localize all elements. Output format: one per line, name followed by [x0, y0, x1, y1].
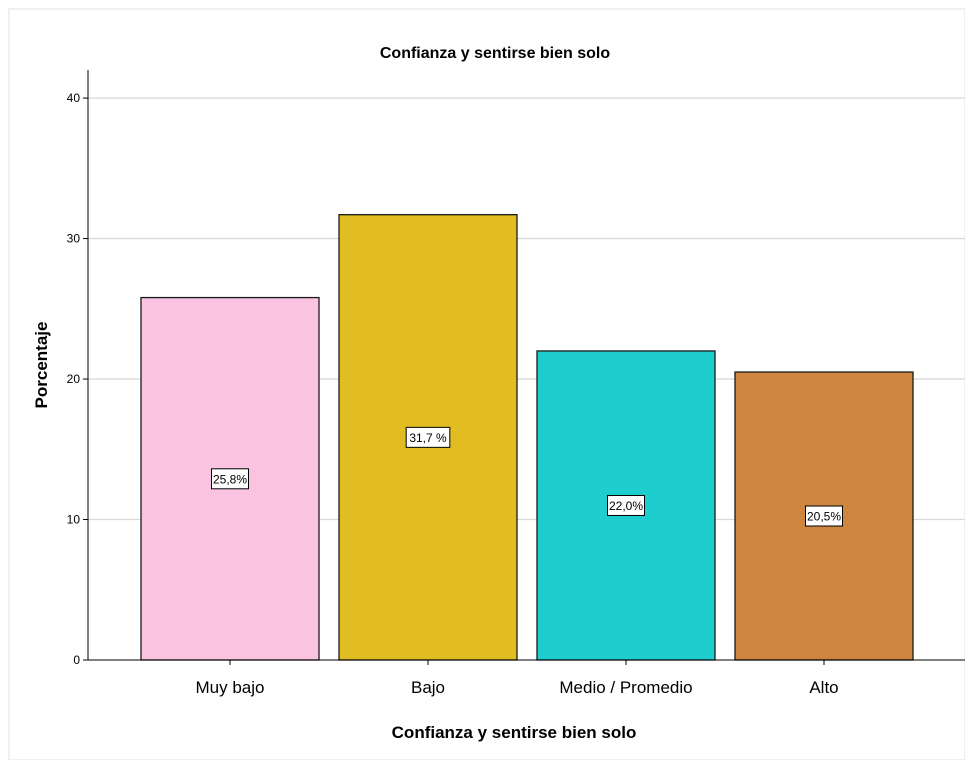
data-label-text: 25,8%: [213, 472, 247, 486]
x-tick-label: Muy bajo: [196, 678, 265, 697]
data-label-box: [805, 505, 843, 527]
y-tick-label: 20: [67, 372, 81, 386]
data-label-box: [211, 468, 249, 490]
y-axis-label: Porcentaje: [32, 322, 51, 409]
x-tick-label: Alto: [809, 678, 838, 697]
y-tick-label: 0: [73, 653, 80, 667]
data-label-text: 22,0%: [609, 499, 643, 513]
x-tick-label: Bajo: [411, 678, 445, 697]
y-tick-label: 30: [67, 232, 81, 246]
data-label-box: [405, 426, 451, 448]
data-label-2: 31,7 %: [405, 426, 451, 448]
chart-title: Confianza y sentirse bien solo: [380, 45, 611, 62]
data-label-text: 20,5%: [807, 510, 841, 524]
data-label-box: [607, 494, 645, 516]
data-label-1: 25,8%: [211, 468, 249, 490]
data-label-4: 20,5%: [805, 505, 843, 527]
y-tick-label: 10: [67, 513, 81, 527]
data-label-text: 31,7 %: [409, 431, 447, 445]
x-tick-label: Medio / Promedio: [559, 678, 692, 697]
y-tick-label: 40: [67, 91, 81, 105]
x-axis-label: Confianza y sentirse bien solo: [392, 723, 637, 742]
data-label-3: 22,0%: [607, 494, 645, 516]
